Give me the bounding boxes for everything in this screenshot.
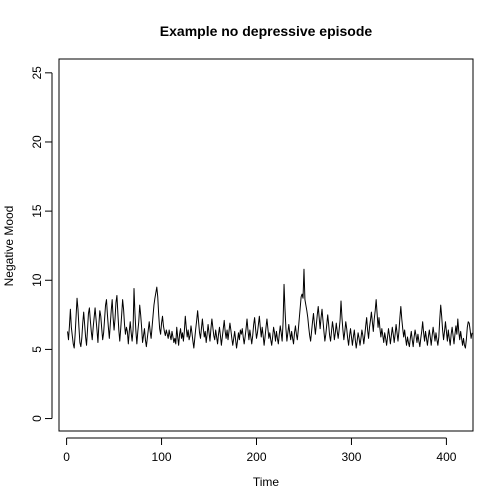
y-tick-label: 10: [30, 273, 44, 287]
x-tick-label: 300: [341, 450, 361, 464]
x-tick-label: 100: [152, 450, 172, 464]
series-line: [67, 268, 473, 349]
y-tick-label: 25: [30, 66, 44, 80]
y-tick-label: 5: [30, 346, 44, 353]
y-axis-label: Negative Mood: [2, 206, 16, 287]
x-axis-label: Time: [253, 475, 280, 489]
x-tick-label: 200: [246, 450, 266, 464]
x-tick-label: 0: [63, 450, 70, 464]
x-tick-label: 400: [436, 450, 456, 464]
y-tick-label: 0: [30, 415, 44, 422]
y-tick-label: 15: [30, 204, 44, 218]
chart-title: Example no depressive episode: [160, 23, 373, 39]
plot-frame: [58, 58, 474, 432]
x-axis: 0 100 200 300 400: [63, 437, 457, 464]
y-axis: 0 5 10 15 20 25: [30, 66, 53, 422]
y-tick-label: 20: [30, 135, 44, 149]
